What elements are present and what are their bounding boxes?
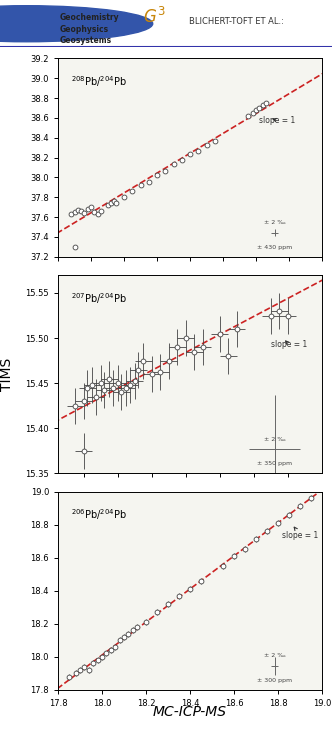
Text: $^{207}$Pb/$^{204}$Pb: $^{207}$Pb/$^{204}$Pb: [71, 291, 127, 306]
Text: ± 430 ppm: ± 430 ppm: [257, 245, 292, 250]
Circle shape: [0, 6, 153, 42]
Text: ± 2 ‰: ± 2 ‰: [264, 220, 286, 225]
Text: TIMS: TIMS: [0, 358, 14, 391]
Text: ± 2 ‰: ± 2 ‰: [264, 437, 286, 442]
Text: $G^3$: $G^3$: [143, 7, 165, 27]
Text: Geosystems: Geosystems: [60, 36, 112, 45]
Text: $^{208}$Pb/$^{204}$Pb: $^{208}$Pb/$^{204}$Pb: [71, 74, 127, 89]
Text: slope = 1: slope = 1: [271, 340, 307, 349]
Text: slope = 1: slope = 1: [283, 527, 319, 539]
Text: ± 2 ‰: ± 2 ‰: [264, 653, 286, 658]
Text: Geochemistry: Geochemistry: [60, 13, 120, 23]
Text: ± 300 ppm: ± 300 ppm: [257, 678, 292, 683]
Text: slope = 1: slope = 1: [259, 116, 295, 125]
Text: Geophysics: Geophysics: [60, 25, 109, 34]
Text: ± 350 ppm: ± 350 ppm: [257, 461, 292, 466]
Text: MC-ICP-MS: MC-ICP-MS: [153, 705, 227, 719]
Text: $^{206}$Pb/$^{204}$Pb: $^{206}$Pb/$^{204}$Pb: [71, 507, 127, 522]
Text: BLICHERT-TOFT ET AL.:: BLICHERT-TOFT ET AL.:: [189, 17, 284, 26]
